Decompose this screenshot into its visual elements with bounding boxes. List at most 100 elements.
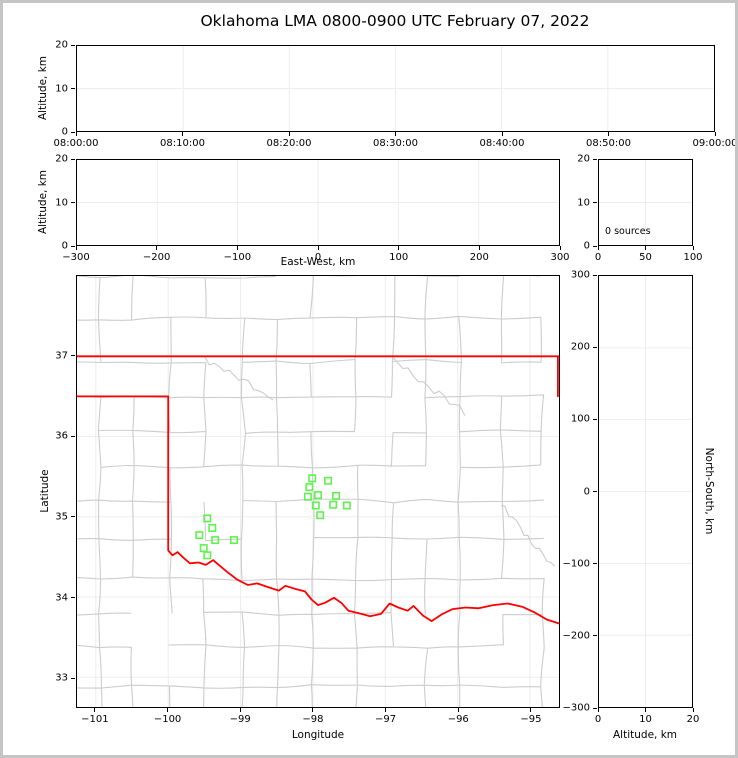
y-tick-label: 0 [583, 240, 590, 252]
y-tick-mark [593, 635, 597, 637]
y-tick-mark [593, 563, 597, 565]
lma-station-marker [324, 476, 333, 485]
y-tick-mark [71, 158, 75, 160]
x-tick-label: 0 [594, 714, 602, 725]
y-tick-label: 36 [55, 430, 68, 442]
y-tick-mark [593, 274, 597, 276]
altitude-histogram-panel: 0 sources [598, 159, 693, 246]
x-tick-label: −99 [229, 714, 251, 725]
x-tick-mark [478, 246, 480, 250]
time-height-panel [76, 45, 715, 132]
lma-station-marker [230, 536, 239, 545]
lma-station-marker [303, 492, 312, 501]
lma-station-marker [314, 491, 323, 500]
x-tick-label: 50 [639, 252, 652, 263]
x-tick-label: −101 [81, 714, 109, 725]
x-tick-mark [457, 708, 459, 712]
x-tick-label: 300 [550, 252, 570, 263]
x-tick-label: 100 [389, 252, 409, 263]
x-tick-label: −97 [375, 714, 397, 725]
y-tick-mark [593, 346, 597, 348]
y-tick-label: 33 [55, 672, 68, 684]
x-tick-mark [395, 132, 396, 136]
y-tick-label: −300 [562, 702, 590, 714]
source-count-annotation: 0 sources [605, 226, 651, 237]
y-tick-label: 300 [570, 269, 590, 281]
y-tick-label: 0 [583, 486, 590, 497]
x-tick-label: 20 [686, 714, 700, 725]
figure-title: Oklahoma LMA 0800-0900 UTC February 07, … [200, 12, 590, 30]
lma-station-marker [316, 511, 325, 520]
y-tick-label: 0 [61, 126, 68, 138]
map-xlabel: Longitude [291, 729, 345, 741]
x-tick-mark [597, 246, 599, 250]
ew-height-xlabel: East-West, km [280, 256, 356, 268]
ew-height-ylabel: Altitude, km [37, 169, 49, 235]
y-tick-label: 10 [577, 197, 590, 208]
x-tick-mark [167, 708, 169, 712]
lma-station-marker [342, 501, 351, 510]
y-tick-mark [71, 677, 75, 679]
x-tick-mark [317, 246, 319, 250]
y-tick-label: 20 [577, 153, 590, 165]
y-tick-mark [593, 707, 597, 709]
x-tick-label: −95 [520, 714, 542, 725]
x-tick-mark [239, 708, 241, 712]
x-tick-label: 10 [639, 714, 652, 725]
time-height-ylabel: Altitude, km [37, 55, 49, 121]
ew-height-panel [76, 159, 560, 246]
lma-station-marker [311, 501, 320, 510]
x-tick-label: 08:50:00 [586, 138, 631, 149]
lma-station-marker [329, 500, 338, 509]
panel-canvas [599, 160, 692, 245]
lma-station-marker [195, 531, 204, 540]
x-tick-mark [597, 708, 599, 712]
x-tick-label: 08:30:00 [373, 138, 418, 149]
panel-canvas [77, 46, 714, 131]
x-tick-mark [75, 132, 77, 136]
y-tick-mark [71, 44, 75, 46]
ns-height-xlabel: Altitude, km [612, 729, 678, 741]
x-tick-label: 08:20:00 [266, 138, 312, 149]
lma-station-marker [203, 514, 212, 523]
y-tick-mark [71, 131, 75, 133]
y-tick-mark [593, 491, 597, 492]
lma-station-marker [308, 474, 317, 483]
y-tick-mark [71, 245, 75, 247]
x-tick-label: 08:40:00 [479, 138, 525, 149]
river-lines [203, 355, 556, 567]
lma-station-marker [208, 524, 217, 533]
y-tick-mark [593, 158, 597, 160]
x-tick-label: 100 [683, 252, 703, 263]
x-tick-mark [692, 708, 694, 712]
y-tick-mark [71, 202, 75, 203]
y-tick-label: −200 [562, 630, 590, 642]
x-tick-mark [501, 132, 503, 136]
x-tick-mark [608, 132, 609, 136]
x-tick-mark [714, 132, 716, 136]
y-tick-label: 20 [55, 39, 68, 51]
panel-canvas [77, 160, 559, 245]
x-tick-label: −300 [62, 252, 90, 263]
y-tick-mark [593, 202, 597, 203]
lma-station-marker [211, 536, 220, 545]
y-tick-label: 35 [55, 511, 68, 523]
x-tick-label: 08:10:00 [160, 138, 205, 149]
county-boundaries [77, 276, 545, 707]
x-tick-mark [182, 132, 183, 136]
x-tick-label: −100 [223, 252, 252, 263]
x-tick-label: 08:00:00 [53, 138, 99, 149]
state-border [77, 355, 559, 625]
y-tick-label: 34 [55, 592, 68, 604]
x-tick-mark [312, 708, 314, 712]
y-tick-mark [593, 245, 597, 247]
y-tick-label: −100 [562, 558, 590, 570]
y-tick-mark [71, 88, 75, 89]
lma-station-marker [203, 551, 212, 560]
x-tick-label: 0 [314, 252, 322, 263]
plan-view-map-panel [76, 275, 560, 708]
x-tick-label: 200 [469, 252, 489, 263]
x-tick-mark [559, 246, 561, 250]
y-tick-mark [71, 435, 75, 437]
